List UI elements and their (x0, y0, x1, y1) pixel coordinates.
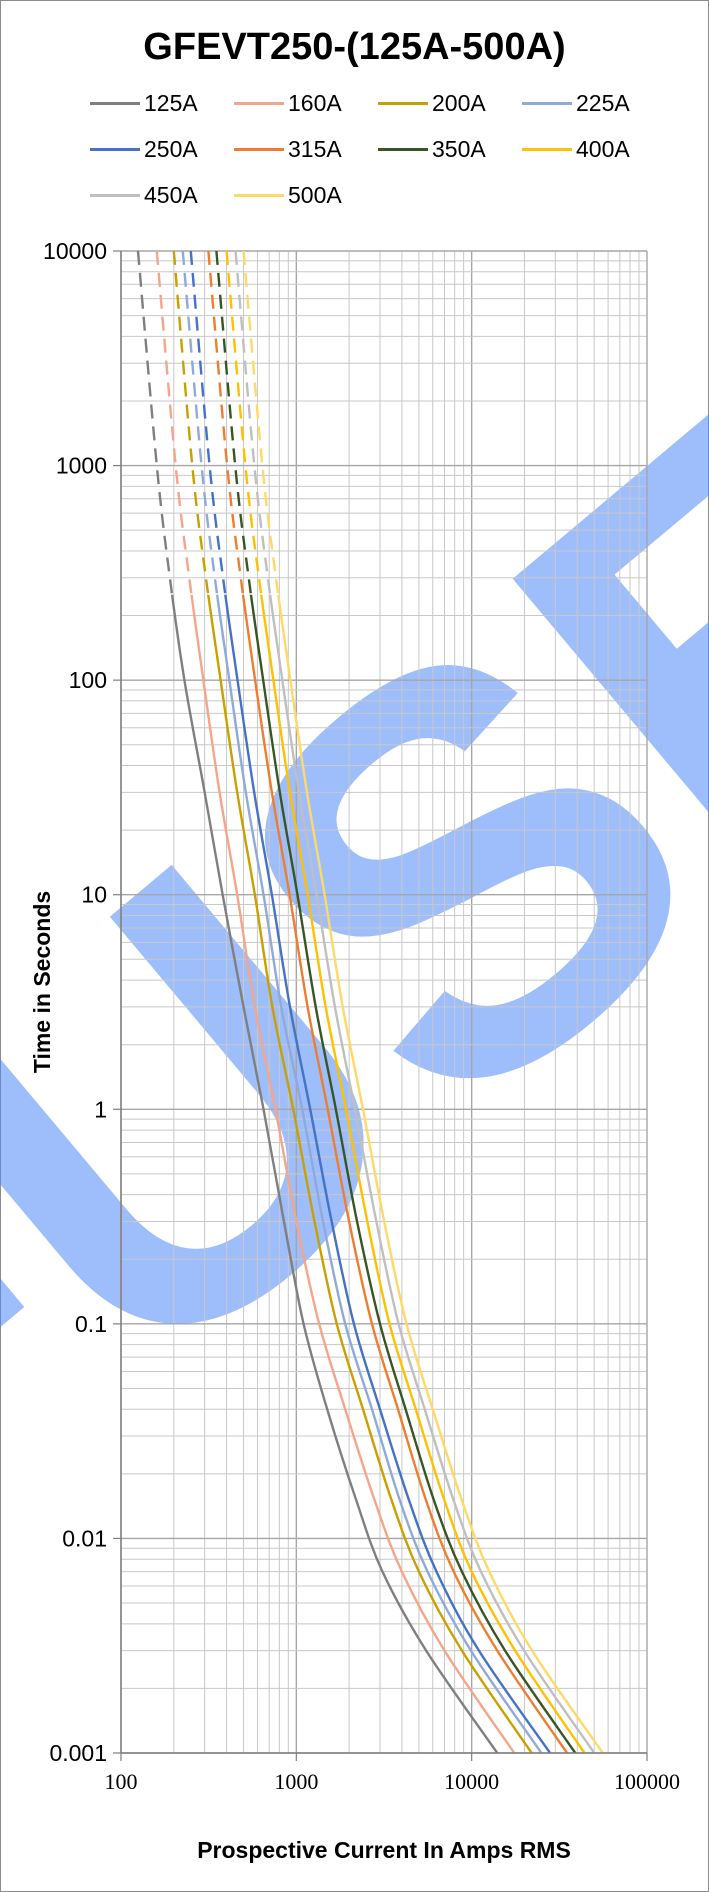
series-line-solid (206, 594, 533, 1753)
legend-label: 200A (432, 89, 486, 116)
y-tick-label: 100 (69, 667, 107, 693)
series-200A (172, 251, 533, 1753)
legend-label: 450A (144, 181, 198, 208)
y-tick-label: 10000 (43, 238, 107, 264)
grid-lines (120, 250, 648, 1754)
legend-label: 160A (288, 89, 342, 116)
legend-label: 225A (576, 89, 630, 116)
chart-title: GFEVT250-(125A-500A) (143, 26, 566, 68)
legend-swatch (234, 147, 284, 151)
series-125A (136, 251, 499, 1753)
series-450A (234, 251, 596, 1753)
legend-item: 160A (234, 88, 342, 118)
series-line-solid (215, 594, 543, 1753)
y-tick-label: 0.1 (75, 1311, 107, 1337)
legend-item: 200A (378, 88, 486, 118)
x-tick-label: 1000 (274, 1769, 318, 1794)
x-tick-label: 10000 (444, 1769, 499, 1794)
y-tick-label: 0.001 (49, 1740, 107, 1766)
series-400A (225, 251, 586, 1753)
legend-swatch (234, 101, 284, 105)
legend-item: 400A (522, 134, 630, 164)
legend-swatch (378, 101, 428, 105)
series-line-solid (276, 594, 604, 1753)
legend-label: 350A (432, 135, 486, 162)
series-line-solid (170, 594, 499, 1753)
series-250A (189, 251, 552, 1753)
legend-label: 250A (144, 135, 198, 162)
series-line-solid (190, 594, 516, 1753)
legend-item: 500A (234, 180, 342, 210)
legend-label: 500A (288, 181, 342, 208)
series-350A (215, 251, 577, 1753)
series-line-solid (224, 594, 552, 1753)
legend-label: 400A (576, 135, 630, 162)
series-160A (155, 251, 516, 1753)
legend-item: 315A (234, 134, 342, 164)
x-tick-label: 100 (105, 1769, 138, 1794)
x-axis-label: Prospective Current In Amps RMS (197, 1837, 571, 1863)
legend-swatch (378, 147, 428, 151)
series-500A (242, 251, 604, 1753)
axes: 0.001 0.01 0.1 1 10 100 1000 10000 100 1000 10000 1… (43, 238, 680, 1794)
y-tick-label: 1 (94, 1096, 107, 1122)
y-tick-label: 1000 (56, 453, 107, 479)
series-line-solid (241, 594, 569, 1753)
legend-swatch (90, 193, 140, 197)
legend-item: 125A (90, 88, 198, 118)
legend-item: 350A (378, 134, 486, 164)
x-tick-label: 100000 (614, 1769, 680, 1794)
series-line-solid (249, 594, 577, 1753)
series-line-solid (268, 594, 596, 1753)
legend-swatch (90, 101, 140, 105)
series-225A (181, 251, 543, 1753)
legend-swatch (234, 193, 284, 197)
legend-swatch (90, 147, 140, 151)
series-lines (136, 251, 604, 1753)
y-axis-label: Time in Seconds (29, 891, 55, 1073)
legend-label: 125A (144, 89, 198, 116)
legend-label: 315A (288, 135, 342, 162)
y-tick-label: 0.01 (62, 1525, 107, 1551)
y-tick-label: 10 (81, 882, 107, 908)
legend-swatch (522, 101, 572, 105)
series-315A (207, 251, 569, 1753)
legend-swatch (522, 147, 572, 151)
legend-item: 450A (90, 180, 198, 210)
legend-item: 250A (90, 134, 198, 164)
series-line-solid (259, 594, 586, 1753)
legend-item: 225A (522, 88, 630, 118)
